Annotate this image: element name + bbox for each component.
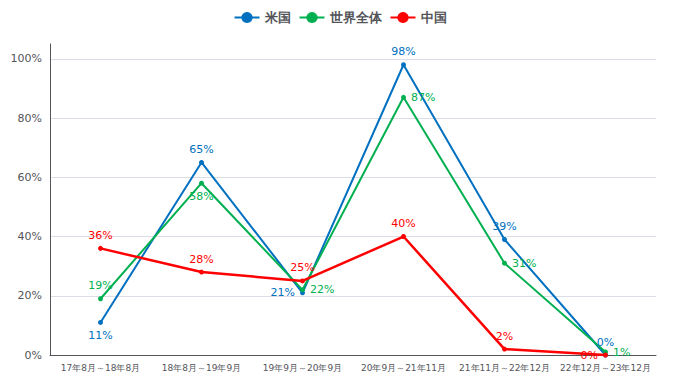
svg-text:20%: 20% bbox=[18, 289, 42, 302]
svg-text:中国: 中国 bbox=[421, 10, 447, 25]
svg-text:世界全体: 世界全体 bbox=[329, 10, 383, 25]
svg-text:39%: 39% bbox=[492, 220, 516, 233]
svg-text:19%: 19% bbox=[88, 279, 112, 292]
svg-text:58%: 58% bbox=[189, 190, 213, 203]
svg-text:65%: 65% bbox=[189, 143, 213, 156]
svg-text:100%: 100% bbox=[11, 52, 42, 65]
svg-text:36%: 36% bbox=[88, 229, 112, 242]
svg-text:0%: 0% bbox=[25, 349, 42, 362]
svg-text:28%: 28% bbox=[189, 253, 213, 266]
svg-text:米国: 米国 bbox=[264, 10, 291, 25]
svg-text:87%: 87% bbox=[411, 91, 435, 104]
svg-text:20年9月～21年11月: 20年9月～21年11月 bbox=[361, 363, 446, 373]
svg-text:22年12月～23年12月: 22年12月～23年12月 bbox=[560, 363, 651, 373]
svg-text:11%: 11% bbox=[88, 329, 112, 342]
svg-text:0%: 0% bbox=[581, 349, 598, 362]
svg-text:2%: 2% bbox=[496, 330, 513, 343]
svg-text:18年8月～19年9月: 18年8月～19年9月 bbox=[162, 363, 241, 373]
svg-text:25%: 25% bbox=[290, 261, 314, 274]
svg-text:1%: 1% bbox=[613, 346, 630, 359]
svg-text:31%: 31% bbox=[512, 257, 536, 270]
svg-text:17年8月～18年8月: 17年8月～18年8月 bbox=[61, 363, 140, 373]
svg-text:60%: 60% bbox=[18, 171, 42, 184]
svg-text:80%: 80% bbox=[18, 112, 42, 125]
svg-text:22%: 22% bbox=[310, 283, 334, 296]
svg-text:40%: 40% bbox=[391, 217, 415, 230]
svg-text:21%: 21% bbox=[271, 286, 295, 299]
svg-text:0%: 0% bbox=[597, 336, 614, 349]
svg-text:40%: 40% bbox=[18, 230, 42, 243]
svg-text:19年9月～20年9月: 19年9月～20年9月 bbox=[263, 363, 342, 373]
svg-text:21年11月～22年12月: 21年11月～22年12月 bbox=[459, 363, 550, 373]
svg-text:98%: 98% bbox=[391, 45, 415, 58]
